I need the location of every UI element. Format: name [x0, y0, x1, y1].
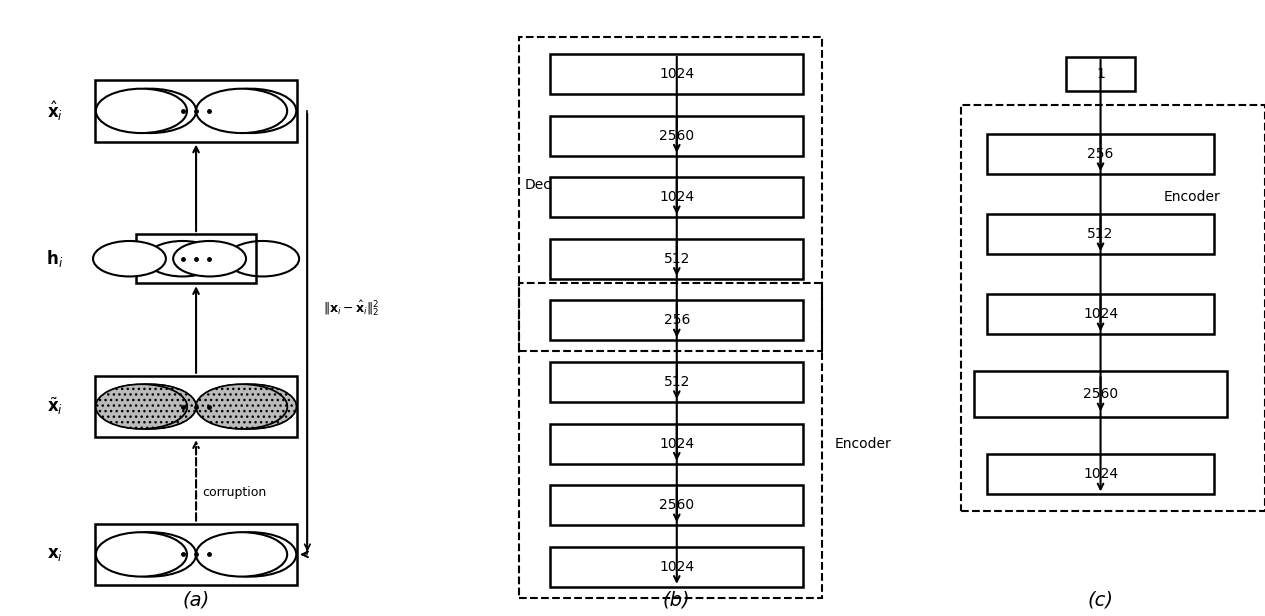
Text: Encoder: Encoder: [1164, 190, 1221, 204]
Bar: [550, 54, 803, 94]
Text: 1024: 1024: [1083, 468, 1118, 481]
Text: Encoder: Encoder: [835, 437, 892, 450]
Text: 1024: 1024: [659, 437, 694, 450]
Text: $\mathbf{h}_i$: $\mathbf{h}_i$: [46, 248, 63, 269]
Bar: [987, 214, 1214, 254]
Circle shape: [205, 384, 296, 429]
Circle shape: [205, 384, 296, 429]
Text: 2560: 2560: [659, 129, 694, 142]
Text: 2560: 2560: [1083, 387, 1118, 401]
Text: 1024: 1024: [659, 190, 694, 204]
Circle shape: [105, 384, 196, 429]
Text: 1024: 1024: [659, 67, 694, 81]
Bar: [550, 547, 803, 586]
Bar: [974, 371, 1227, 417]
Text: 256: 256: [1088, 147, 1113, 161]
Bar: [550, 424, 803, 463]
Text: $\|\mathbf{x}_i - \hat{\mathbf{x}}_i\|_2^2$: $\|\mathbf{x}_i - \hat{\mathbf{x}}_i\|_2…: [323, 298, 380, 318]
Bar: [550, 485, 803, 525]
Circle shape: [96, 89, 187, 133]
Text: 2560: 2560: [659, 498, 694, 512]
Text: 1: 1: [1095, 67, 1106, 81]
Bar: [95, 376, 297, 437]
Text: (a): (a): [182, 591, 210, 610]
Bar: [550, 238, 803, 278]
Circle shape: [173, 241, 245, 277]
Bar: [519, 283, 822, 598]
Bar: [987, 294, 1214, 334]
Text: 512: 512: [664, 375, 689, 389]
Text: (c): (c): [1088, 591, 1113, 610]
Text: 512: 512: [664, 252, 689, 265]
Text: Decoder: Decoder: [525, 178, 583, 192]
Bar: [550, 300, 803, 340]
Bar: [95, 80, 297, 142]
Text: 1024: 1024: [659, 560, 694, 573]
Bar: [961, 105, 1265, 511]
Bar: [550, 362, 803, 402]
Text: 512: 512: [1088, 227, 1113, 241]
Circle shape: [96, 384, 187, 429]
Text: 1024: 1024: [1083, 307, 1118, 321]
Text: $\hat{\mathbf{x}}_i$: $\hat{\mathbf{x}}_i$: [47, 99, 63, 123]
Circle shape: [94, 241, 166, 277]
Bar: [987, 454, 1214, 494]
Text: corruption: corruption: [202, 486, 267, 500]
Bar: [137, 234, 256, 283]
Circle shape: [96, 532, 187, 577]
Text: (b): (b): [663, 591, 691, 610]
Circle shape: [105, 384, 196, 429]
Circle shape: [196, 384, 287, 429]
Text: $\tilde{\mathbf{x}}_i$: $\tilde{\mathbf{x}}_i$: [47, 396, 63, 417]
Circle shape: [96, 384, 187, 429]
Circle shape: [196, 532, 287, 577]
Circle shape: [196, 384, 287, 429]
Bar: [95, 524, 297, 585]
Bar: [1065, 57, 1136, 91]
Bar: [519, 37, 822, 351]
Bar: [550, 177, 803, 217]
Bar: [550, 116, 803, 155]
Text: $\mathbf{x}_i$: $\mathbf{x}_i$: [47, 545, 63, 564]
Circle shape: [196, 89, 287, 133]
Text: 256: 256: [664, 314, 689, 327]
Bar: [987, 134, 1214, 174]
